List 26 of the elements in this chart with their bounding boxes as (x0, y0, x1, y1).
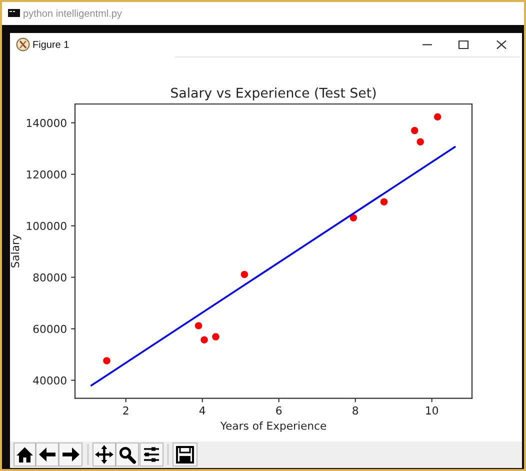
x-axis-title: Years of Experience (220, 421, 326, 432)
y-tick-label: 60000 (33, 324, 66, 334)
point (434, 113, 442, 120)
x-tick-label: 8 (352, 406, 358, 415)
point (240, 270, 248, 278)
y-tick-label: 40000 (33, 376, 66, 385)
y-tick-label: 120000 (26, 170, 66, 179)
chart-title: Salary vs Experience (Test Set) (171, 87, 376, 100)
y-tick-label: 80000 (33, 273, 66, 282)
point (212, 333, 220, 340)
point (380, 198, 388, 206)
point (416, 138, 424, 146)
caption: Figure 1 (33, 40, 69, 50)
point (200, 336, 208, 344)
text: python intelligentml.py (24, 10, 122, 19)
x-tick-label: 6 (276, 406, 282, 415)
point (411, 126, 418, 134)
point (103, 357, 110, 364)
x-tick-label: 10 (426, 406, 438, 415)
y-tick-label: 100000 (26, 222, 66, 230)
point (194, 322, 202, 330)
x-tick-label: 4 (199, 406, 206, 414)
y-axis-title: Salary (10, 234, 22, 268)
x-tick-label: 2 (123, 406, 128, 414)
y-tick-label: 140000 (26, 118, 66, 128)
point (350, 214, 358, 222)
